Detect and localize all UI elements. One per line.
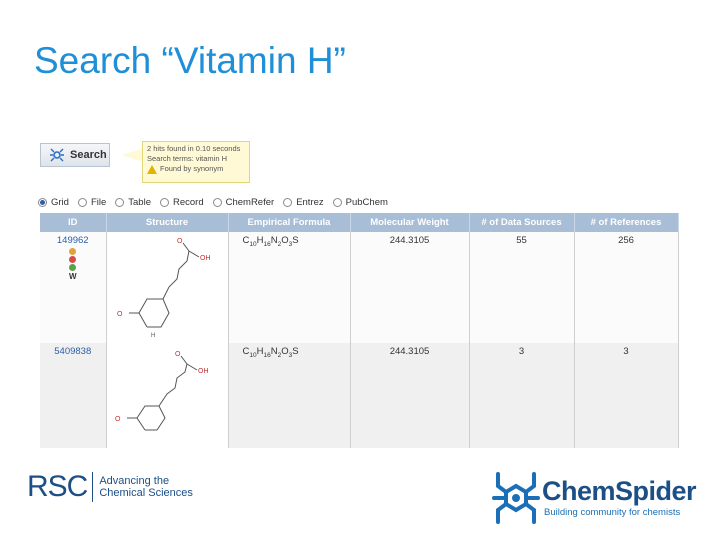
oh-label: OH — [200, 255, 211, 262]
source-icon[interactable] — [69, 248, 77, 255]
view-label: ChemRefer — [225, 197, 275, 208]
radio-entrez[interactable] — [283, 198, 293, 207]
view-label: Table — [128, 197, 151, 208]
view-label: Entrez — [296, 197, 324, 208]
rsc-tagline-2: Chemical Sciences — [99, 487, 193, 499]
column-header-formula[interactable]: Empirical Formula — [228, 213, 351, 232]
table-header-row: ID Structure Empirical Formula Molecular… — [40, 213, 679, 232]
tooltip-terms: Search terms: vitamin H — [147, 154, 228, 163]
source-icons: W — [40, 248, 106, 281]
search-button[interactable]: Search — [40, 143, 110, 167]
column-header-id[interactable]: ID — [40, 213, 107, 232]
sources-cell: 3 — [469, 343, 575, 448]
rsc-logo: RSC Advancing the Chemical Sciences — [27, 472, 193, 502]
view-label: PubChem — [345, 197, 388, 208]
column-header-structure[interactable]: Structure — [106, 213, 229, 232]
sources-cell: 55 — [469, 232, 575, 343]
source-icon[interactable] — [69, 256, 77, 263]
column-header-weight[interactable]: Molecular Weight — [350, 213, 470, 232]
record-id-link[interactable]: 5409838 — [54, 346, 92, 357]
view-label: Grid — [51, 197, 69, 208]
structure-cell[interactable]: O OH O H — [106, 232, 229, 343]
search-result-tooltip: 2 hits found in 0.10 seconds Search term… — [142, 141, 250, 183]
chemspider-name: ChemSpider — [542, 476, 697, 506]
view-label: File — [90, 197, 107, 208]
radio-record[interactable] — [159, 198, 169, 207]
slide-title: Search “Vitamin H” — [34, 40, 346, 81]
radio-chemrefer[interactable] — [212, 198, 222, 207]
formula-cell: C10H16N2O3S — [228, 232, 351, 343]
tooltip-warning: Found by synonym — [147, 164, 245, 174]
radio-file[interactable] — [77, 198, 87, 207]
results-table: ID Structure Empirical Formula Molecular… — [40, 213, 679, 448]
column-header-sources[interactable]: # of Data Sources — [469, 213, 575, 232]
o-label: O — [117, 311, 123, 318]
id-cell: 149962 W — [40, 232, 107, 343]
h-label: H — [151, 333, 155, 339]
weight-cell: 244.3105 — [350, 343, 470, 448]
tooltip-found-by: Found by synonym — [160, 164, 224, 173]
radio-grid[interactable] — [38, 198, 47, 207]
warning-icon — [147, 164, 157, 174]
view-option-table[interactable]: Table — [115, 197, 151, 208]
o-label-top: O — [177, 238, 183, 245]
column-header-references[interactable]: # of References — [574, 213, 679, 232]
weight-cell: 244.3105 — [350, 232, 470, 343]
wikipedia-icon[interactable]: W — [68, 272, 77, 281]
biotin-structure-image: O OH O — [115, 351, 209, 431]
rsc-tagline: Advancing the Chemical Sciences — [99, 475, 193, 499]
view-option-record[interactable]: Record — [159, 197, 204, 208]
o-label-top: O — [175, 351, 181, 358]
view-option-file[interactable]: File — [77, 197, 107, 208]
view-option-entrez[interactable]: Entrez — [283, 197, 324, 208]
view-label: Record — [172, 197, 204, 208]
view-option-chemrefer[interactable]: ChemRefer — [212, 197, 275, 208]
tooltip-hits: 2 hits found in 0.10 seconds — [147, 144, 241, 153]
view-option-grid[interactable]: Grid — [38, 197, 69, 208]
record-id-link[interactable]: 149962 — [56, 235, 89, 246]
table-row: 149962 W O — [40, 232, 679, 343]
structure-cell[interactable]: O OH O — [106, 343, 229, 448]
biotin-structure-image: O OH O H — [117, 238, 211, 339]
radio-pubchem[interactable] — [332, 198, 342, 207]
id-cell: 5409838 — [40, 343, 107, 448]
source-icon[interactable] — [69, 264, 77, 271]
formula-cell: C10H16N2O3S — [228, 343, 351, 448]
table-row: 5409838 O OH O C10H16N2O3S 244.3 — [40, 343, 679, 448]
references-cell: 256 — [574, 232, 679, 343]
search-button-label: Search — [70, 149, 107, 161]
chemspider-spider-icon — [492, 472, 540, 524]
view-selector: Grid File Table Record ChemRefer Entrez … — [38, 197, 388, 208]
chemspider-tagline: Building community for chemists — [544, 507, 681, 518]
references-cell: 3 — [574, 343, 679, 448]
view-option-pubchem[interactable]: PubChem — [332, 197, 388, 208]
rsc-tagline-1: Advancing the — [99, 475, 170, 487]
tooltip-pointer — [122, 148, 144, 162]
oh-label: OH — [198, 368, 209, 375]
radio-table[interactable] — [115, 198, 125, 207]
o-label: O — [115, 416, 121, 423]
chemspider-logo: ChemSpider Building community for chemis… — [490, 466, 700, 530]
search-spider-icon — [50, 148, 64, 162]
rsc-divider — [92, 472, 94, 502]
rsc-letters: RSC — [27, 470, 88, 503]
